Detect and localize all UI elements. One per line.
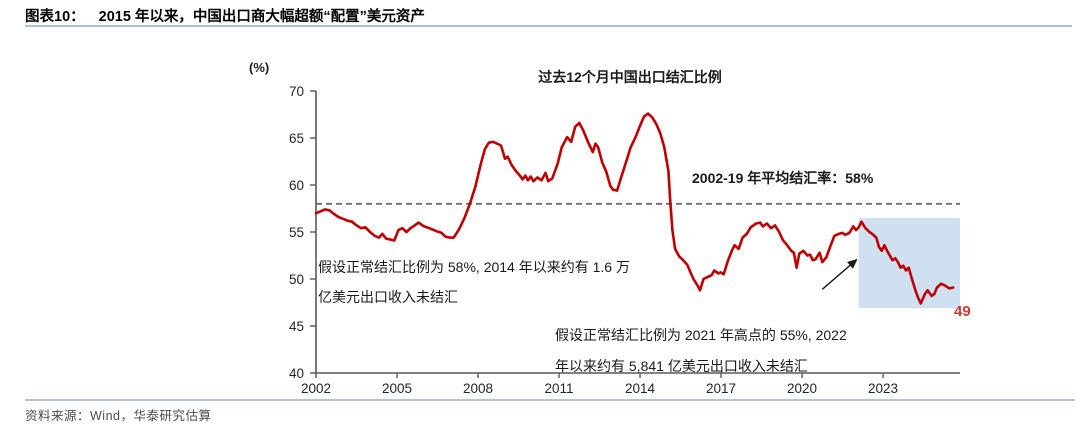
y-tick-label: 45 xyxy=(289,319,304,334)
annotation-arrow xyxy=(821,258,858,290)
x-tick-label: 2005 xyxy=(382,381,412,396)
figure-title: 2015 年以来，中国出口商大幅超额“配置”美元资产 xyxy=(98,9,425,25)
y-tick-label: 40 xyxy=(289,366,304,381)
y-tick-label: 65 xyxy=(289,131,304,146)
annotation-line: 亿美元出口收入未结汇 xyxy=(318,289,458,305)
figure-number-label: 图表10： xyxy=(25,9,85,25)
source-note: 资料来源：Wind，华泰研究估算 xyxy=(25,409,212,423)
annotation-line: 假设正常结汇比例为 58%, 2014 年以来约有 1.6 万 xyxy=(318,259,630,275)
x-tick-label: 2011 xyxy=(545,381,574,396)
x-tick-label: 2002 xyxy=(301,381,331,396)
y-tick-label: 70 xyxy=(289,84,304,99)
annotation-line: 年以来约有 5,841 亿美元出口收入未结汇 xyxy=(555,358,808,374)
y-tick-label: 50 xyxy=(289,272,304,287)
x-tick-label: 2023 xyxy=(868,381,898,396)
figure-header: 图表10： 2015 年以来，中国出口商大幅超额“配置”美元资产 xyxy=(25,5,425,26)
settlement-ratio-line xyxy=(314,112,955,305)
annotation-since-2014: 假设正常结汇比例为 58%, 2014 年以来约有 1.6 万 亿美元出口收入未… xyxy=(318,252,630,312)
x-tick-label: 2008 xyxy=(463,381,493,396)
x-tick-label: 2020 xyxy=(787,381,817,396)
header-divider xyxy=(25,25,1072,27)
last-value-label: 49 xyxy=(954,303,971,320)
annotation-line: 假设正常结汇比例为 2021 年高点的 55%, 2022 xyxy=(555,327,847,343)
y-tick-label: 55 xyxy=(289,225,304,240)
y-tick-label: 60 xyxy=(289,178,304,193)
highlight-region-since-2022 xyxy=(858,217,960,309)
footer-divider xyxy=(25,399,1075,401)
chart-title: 过去12个月中国出口结汇比例 xyxy=(538,69,722,85)
x-tick-label: 2014 xyxy=(625,381,656,396)
average-line-label: 2002-19 年平均结汇率：58% xyxy=(692,170,874,186)
annotation-since-2022: 假设正常结汇比例为 2021 年高点的 55%, 2022 年以来约有 5,84… xyxy=(555,320,847,382)
x-tick-label: 2017 xyxy=(706,381,736,396)
y-axis-unit-label: (%) xyxy=(249,60,270,75)
